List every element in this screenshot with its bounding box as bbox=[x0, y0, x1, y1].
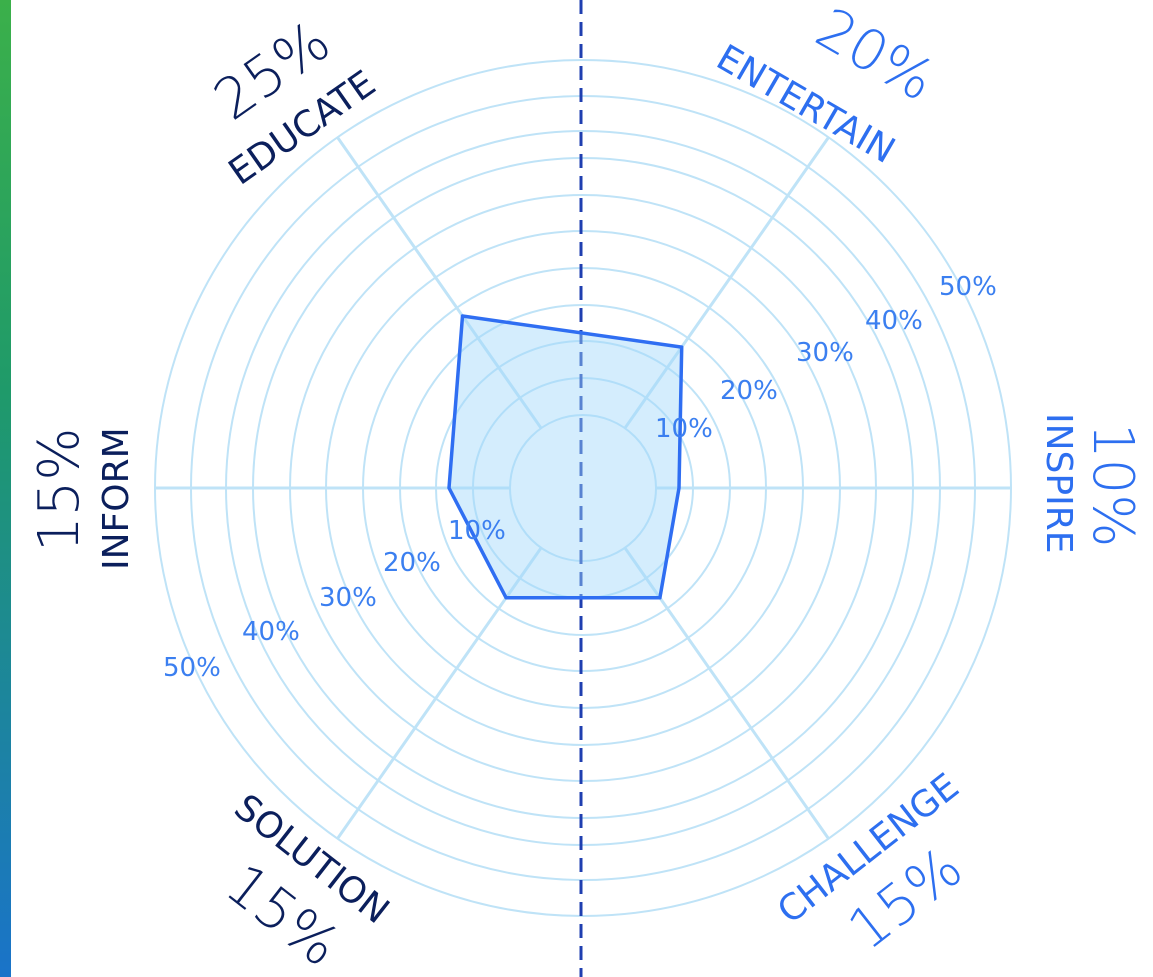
tick-left-20: 20% bbox=[383, 548, 441, 578]
inform-percent: 15% bbox=[27, 428, 92, 552]
radar-series-polygon bbox=[447, 314, 684, 600]
inspire-percent: 10% bbox=[1080, 423, 1145, 547]
tick-right-10: 10% bbox=[655, 414, 713, 444]
inspire-label: INSPIRE bbox=[1038, 413, 1079, 553]
tick-right-30: 30% bbox=[796, 338, 854, 368]
grid-spoke bbox=[623, 136, 830, 430]
tick-left-50: 50% bbox=[163, 653, 221, 683]
tick-right-20: 20% bbox=[720, 376, 778, 406]
left-accent-strip bbox=[0, 0, 11, 977]
tick-right-50: 50% bbox=[939, 272, 997, 302]
tick-right-40: 40% bbox=[865, 306, 923, 336]
grid-spoke bbox=[336, 136, 543, 430]
tick-left-30: 30% bbox=[319, 583, 377, 613]
tick-left-40: 40% bbox=[242, 617, 300, 647]
tick-left-10: 10% bbox=[448, 516, 506, 546]
inform-label: INFORM bbox=[96, 427, 137, 570]
